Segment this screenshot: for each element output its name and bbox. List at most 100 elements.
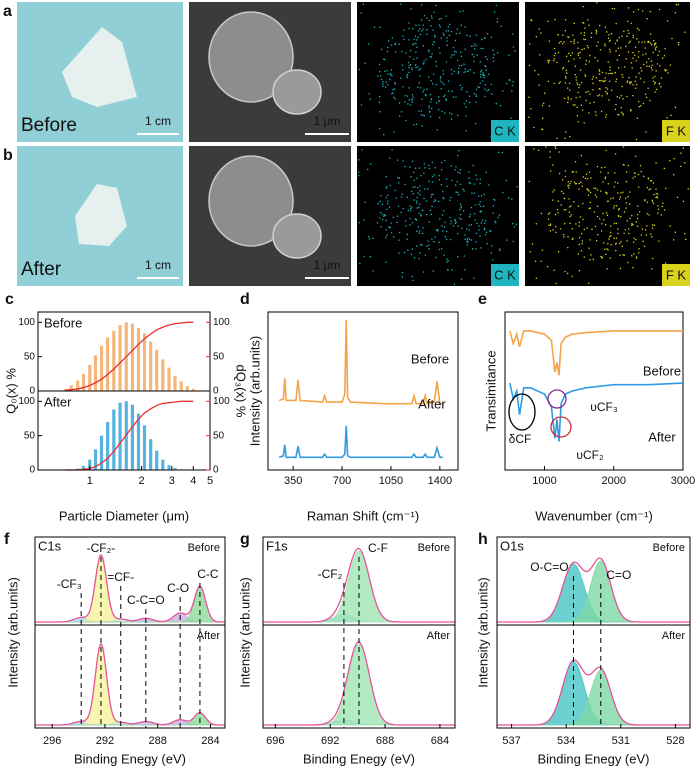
eds-dot [657, 212, 659, 214]
bar [167, 367, 171, 391]
eds-dot [621, 85, 623, 88]
eds-dot [516, 186, 518, 188]
eds-dot [422, 114, 424, 116]
eds-dot [655, 70, 657, 72]
eds-dot [669, 225, 671, 227]
eds-dot [642, 102, 645, 105]
eds-dot [414, 186, 416, 188]
eds-dot [671, 37, 673, 40]
eds-dot [484, 95, 486, 98]
eds-dot [543, 102, 545, 104]
eds-dot [652, 182, 655, 184]
eds-dot [435, 256, 437, 259]
eds-dot [604, 26, 607, 28]
eds-dot [460, 24, 463, 26]
eds-dot [589, 93, 591, 95]
eds-dot [567, 101, 569, 104]
eds-dot [386, 234, 388, 236]
eds-dot [636, 214, 639, 216]
eds-dot [604, 45, 606, 47]
eds-dot [658, 240, 660, 242]
series-label: Before [188, 542, 220, 554]
eds-dot [637, 56, 640, 58]
eds-dot [425, 213, 428, 216]
component-label: C=O [606, 568, 631, 582]
eds-dot [648, 214, 650, 216]
eds-dot [410, 8, 412, 10]
eds-dot [608, 34, 610, 36]
eds-dot [595, 196, 598, 198]
eds-dot [560, 41, 562, 43]
eds-dot [648, 65, 650, 68]
eds-dot [553, 60, 555, 62]
eds-dot [360, 104, 363, 106]
eds-dot [672, 174, 675, 176]
eds-dot [428, 167, 430, 170]
eds-dot [647, 178, 650, 180]
eds-dot [390, 44, 393, 46]
eds-dot [431, 205, 433, 208]
eds-dot [571, 275, 573, 278]
eds-dot [638, 72, 640, 74]
eds-dot [634, 46, 637, 49]
eds-dot [631, 255, 633, 257]
eds-dot [406, 76, 408, 79]
eds-dot [626, 81, 628, 83]
eds-dot [553, 82, 555, 85]
eds-dot [436, 102, 438, 104]
eds-dot [620, 111, 623, 113]
component-label: -CF₂ [318, 567, 343, 581]
eds-dot [460, 218, 462, 220]
eds-dot [552, 164, 554, 166]
eds-dot [507, 197, 510, 199]
eds-dot [629, 40, 631, 42]
eds-dot [645, 96, 648, 99]
eds-dot [579, 51, 581, 54]
eds-dot [607, 243, 609, 245]
eds-dot [450, 69, 453, 71]
eds-dot [589, 258, 591, 261]
eds-dot [418, 82, 421, 84]
eds-dot [407, 209, 410, 212]
particle [272, 213, 322, 259]
eds-dot [473, 277, 475, 279]
eds-dot [483, 229, 486, 231]
x-tick-label: 531 [612, 735, 630, 747]
eds-dot [626, 95, 628, 98]
eds-dot [604, 43, 606, 45]
eds-dot [466, 244, 468, 246]
eds-dot [608, 238, 610, 240]
eds-dot [564, 76, 567, 78]
eds-dot [558, 82, 560, 85]
eds-dot [598, 88, 601, 90]
eds-dot [633, 253, 635, 255]
eds-dot [620, 106, 622, 109]
eds-dot [498, 214, 501, 216]
eds-dot [592, 89, 594, 91]
eds-dot [386, 50, 388, 53]
eds-dot [613, 8, 616, 10]
x-tick-label: 1000 [532, 475, 556, 487]
component-label: C-O [167, 581, 189, 595]
eds-dot [627, 7, 630, 9]
x-tick-label: 1050 [379, 475, 403, 487]
eds-dot [627, 29, 629, 32]
eds-dot [423, 172, 425, 174]
x-tick-label: 696 [266, 735, 284, 747]
eds-dot [636, 217, 639, 220]
eds-dot [630, 109, 632, 111]
eds-dot [549, 223, 552, 225]
eds-dot [613, 205, 616, 207]
eds-dot [584, 75, 587, 78]
eds-dot [481, 80, 484, 82]
eds-dot [447, 90, 450, 92]
eds-dot [635, 155, 637, 157]
eds-dot [567, 60, 570, 62]
eds-dot [578, 243, 580, 246]
eds-dot [479, 201, 481, 203]
eds-dot [616, 59, 618, 61]
eds-dot [405, 119, 407, 122]
eds-dot [419, 214, 422, 216]
eds-dot [368, 93, 370, 95]
eds-dot [639, 164, 642, 167]
